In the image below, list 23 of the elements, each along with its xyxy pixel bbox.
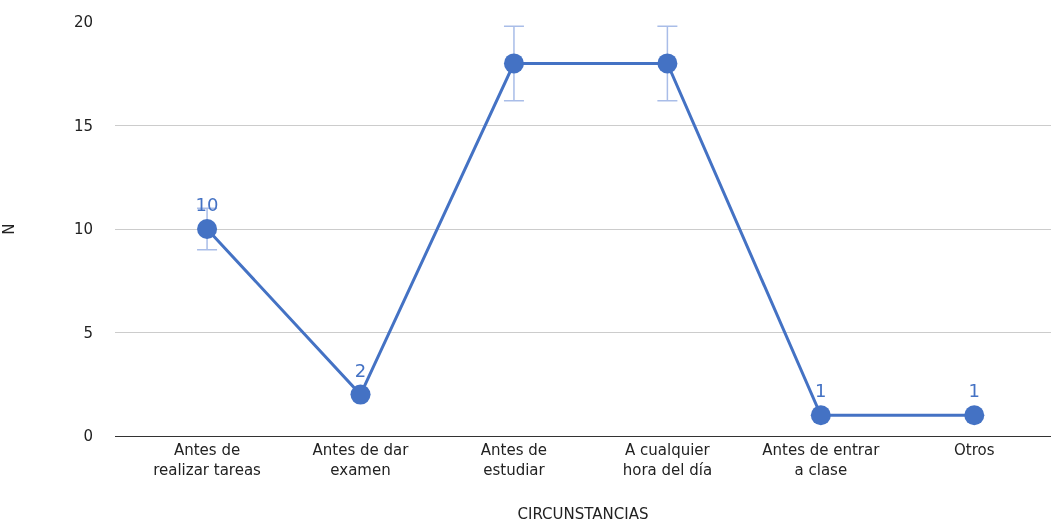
- y-axis-title: N: [0, 223, 19, 235]
- y-tick-label: 20: [73, 13, 93, 32]
- x-tick-label: Antes de estudiar: [480, 441, 548, 479]
- x-tick-label: Antes de dar examen: [312, 441, 410, 479]
- y-tick-label: 15: [73, 116, 93, 135]
- point: [350, 384, 371, 405]
- y-tick-label: 0: [83, 427, 93, 446]
- y-tick-label: 10: [73, 220, 93, 239]
- x-tick-label: Otros: [954, 441, 995, 459]
- data-label: 1: [815, 380, 827, 402]
- point: [503, 53, 524, 74]
- x-tick-label: A cualquier hora del día: [622, 441, 713, 479]
- x-tick-label: Antes de entrar a clase: [762, 441, 881, 479]
- point: [197, 219, 218, 239]
- x-axis-title: CIRCUNSTANCIAS: [517, 504, 649, 523]
- point: [810, 405, 831, 426]
- data-label: 1: [968, 380, 981, 402]
- x-tick-label: Antes de realizar tareas: [153, 441, 262, 479]
- data-label: 10: [195, 194, 219, 215]
- point: [964, 405, 985, 426]
- point: [657, 53, 678, 74]
- y-tick-label: 5: [83, 323, 93, 342]
- data-label: 2: [354, 359, 367, 381]
